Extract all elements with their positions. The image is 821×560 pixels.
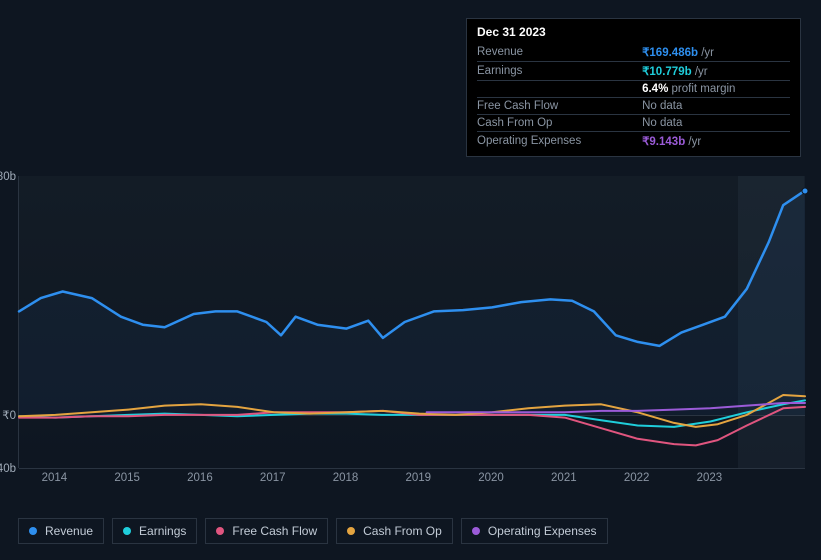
financials-chart: ₹180b₹0-₹40b 201420152016201720182019202… — [18, 158, 804, 498]
tooltip-row-label: Revenue — [477, 43, 642, 62]
x-tick-label: 2019 — [405, 472, 431, 484]
legend-dot-icon — [123, 527, 131, 535]
legend-dot-icon — [216, 527, 224, 535]
tooltip-row: Revenue₹169.486b /yr — [477, 43, 790, 62]
end-marker — [802, 187, 809, 194]
tooltip-row-value: ₹169.486b /yr — [642, 43, 790, 62]
tooltip-row-value: No data — [642, 98, 790, 115]
legend-label: Earnings — [139, 524, 186, 538]
x-tick-label: 2017 — [260, 472, 286, 484]
legend-dot-icon — [472, 527, 480, 535]
tooltip-row: Cash From OpNo data — [477, 115, 790, 132]
legend-dot-icon — [29, 527, 37, 535]
series-fill — [19, 191, 805, 415]
tooltip-date: Dec 31 2023 — [477, 25, 790, 39]
legend-item[interactable]: Free Cash Flow — [205, 518, 328, 544]
chart-lines — [19, 176, 805, 468]
tooltip-row: Operating Expenses₹9.143b /yr — [477, 132, 790, 151]
tooltip-row: 6.4% profit margin — [477, 81, 790, 98]
tooltip-row-label: Free Cash Flow — [477, 98, 642, 115]
x-tick-label: 2021 — [551, 472, 577, 484]
gridline — [19, 468, 805, 469]
y-tick-label: ₹180b — [0, 169, 16, 183]
legend-label: Cash From Op — [363, 524, 442, 538]
x-tick-label: 2020 — [478, 472, 504, 484]
x-tick-label: 2016 — [187, 472, 213, 484]
tooltip-row: Earnings₹10.779b /yr — [477, 62, 790, 81]
legend-item[interactable]: Revenue — [18, 518, 104, 544]
data-tooltip: Dec 31 2023 Revenue₹169.486b /yrEarnings… — [466, 18, 801, 157]
tooltip-table: Revenue₹169.486b /yrEarnings₹10.779b /yr… — [477, 43, 790, 150]
x-tick-label: 2022 — [624, 472, 650, 484]
x-tick-label: 2023 — [697, 472, 723, 484]
legend-item[interactable]: Operating Expenses — [461, 518, 608, 544]
legend-label: Free Cash Flow — [232, 524, 317, 538]
tooltip-row-label: Operating Expenses — [477, 132, 642, 151]
y-tick-label: -₹40b — [0, 461, 16, 475]
legend-item[interactable]: Earnings — [112, 518, 197, 544]
tooltip-row-value: ₹9.143b /yr — [642, 132, 790, 151]
legend: Revenue Earnings Free Cash Flow Cash From O… — [18, 518, 608, 544]
legend-dot-icon — [347, 527, 355, 535]
x-tick-label: 2018 — [333, 472, 359, 484]
x-tick-label: 2014 — [42, 472, 68, 484]
x-tick-label: 2015 — [114, 472, 140, 484]
tooltip-row-label: Earnings — [477, 62, 642, 81]
tooltip-row-label — [477, 81, 642, 98]
tooltip-row-value: 6.4% profit margin — [642, 81, 790, 98]
x-axis: 2014 2015 2016 2017 2018 2019 2020 2021 2022 2023 — [18, 472, 804, 488]
tooltip-row-value: ₹10.779b /yr — [642, 62, 790, 81]
legend-label: Operating Expenses — [488, 524, 597, 538]
tooltip-row: Free Cash FlowNo data — [477, 98, 790, 115]
legend-item[interactable]: Cash From Op — [336, 518, 453, 544]
tooltip-row-label: Cash From Op — [477, 115, 642, 132]
tooltip-row-value: No data — [642, 115, 790, 132]
y-tick-label: ₹0 — [0, 408, 16, 422]
legend-label: Revenue — [45, 524, 93, 538]
plot-area[interactable] — [18, 176, 804, 468]
